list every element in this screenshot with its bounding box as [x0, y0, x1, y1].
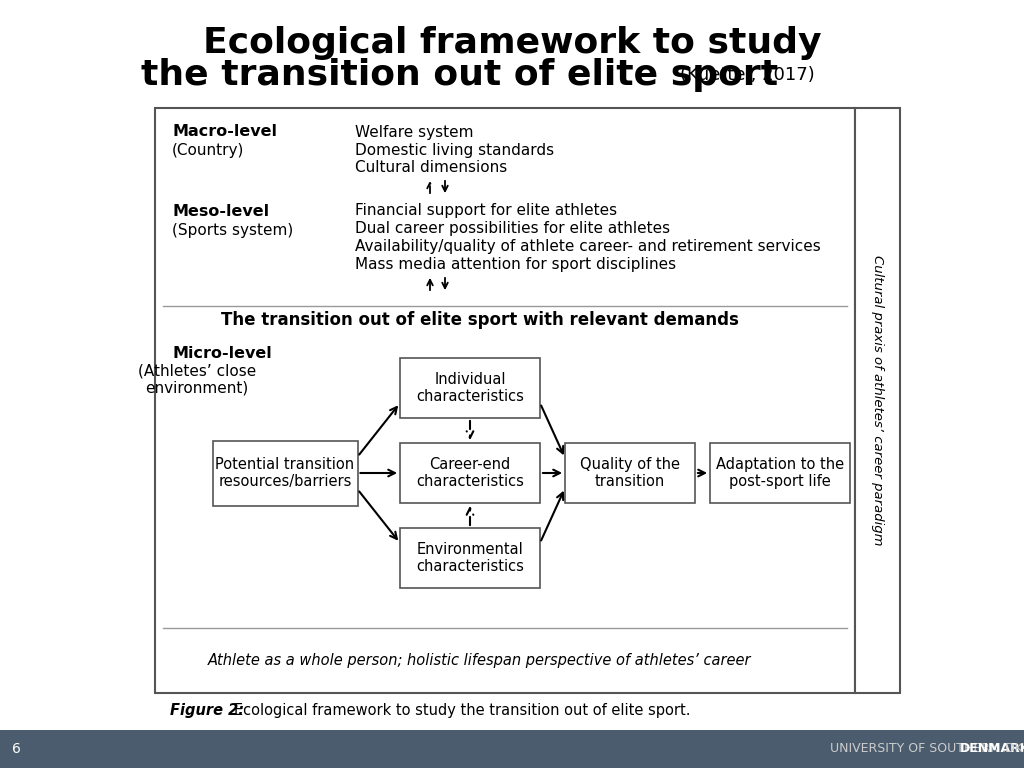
Text: Macro-level: Macro-level: [172, 124, 278, 140]
FancyBboxPatch shape: [400, 528, 540, 588]
FancyBboxPatch shape: [565, 443, 695, 503]
FancyBboxPatch shape: [400, 443, 540, 503]
Text: DENMARK: DENMARK: [961, 743, 1024, 756]
Text: Individual
characteristics: Individual characteristics: [416, 372, 524, 404]
FancyBboxPatch shape: [400, 358, 540, 418]
FancyBboxPatch shape: [710, 443, 850, 503]
Text: Dual career possibilities for elite athletes: Dual career possibilities for elite athl…: [355, 221, 670, 237]
Text: Mass media attention for sport disciplines: Mass media attention for sport disciplin…: [355, 257, 676, 273]
Bar: [0, 730, 1024, 768]
Text: Environmental
characteristics: Environmental characteristics: [416, 541, 524, 574]
Text: 6: 6: [12, 742, 20, 756]
Text: Availability/quality of athlete career- and retirement services: Availability/quality of athlete career- …: [355, 240, 821, 254]
Text: Meso-level: Meso-level: [172, 204, 269, 219]
Bar: [855, 108, 900, 693]
Text: Ecological framework to study: Ecological framework to study: [203, 26, 821, 60]
Text: Financial support for elite athletes: Financial support for elite athletes: [355, 204, 617, 219]
Text: Athlete as a whole person; holistic lifespan perspective of athletes’ career: Athlete as a whole person; holistic life…: [208, 653, 752, 667]
Text: Cultural praxis of athletes’ career paradigm: Cultural praxis of athletes’ career para…: [871, 255, 884, 546]
Bar: [155, 108, 855, 693]
Text: The transition out of elite sport with relevant demands: The transition out of elite sport with r…: [221, 311, 739, 329]
Text: Potential transition
resources/barriers: Potential transition resources/barriers: [215, 457, 354, 489]
Text: Career-end
characteristics: Career-end characteristics: [416, 457, 524, 489]
Text: Ecological framework to study the transition out of elite sport.: Ecological framework to study the transi…: [234, 703, 690, 719]
Text: Domestic living standards: Domestic living standards: [355, 143, 554, 157]
Text: (Country): (Country): [172, 144, 245, 158]
Text: Micro-level: Micro-level: [172, 346, 271, 360]
Text: (Kuettel, 2017): (Kuettel, 2017): [680, 66, 815, 84]
Text: Cultural dimensions: Cultural dimensions: [355, 161, 507, 176]
Text: .DK: .DK: [1002, 743, 1024, 756]
Text: Figure 2:: Figure 2:: [170, 703, 244, 719]
FancyBboxPatch shape: [213, 441, 357, 505]
Text: environment): environment): [145, 380, 249, 396]
Text: Adaptation to the
post-sport life: Adaptation to the post-sport life: [716, 457, 844, 489]
Text: (Athletes’ close: (Athletes’ close: [138, 363, 256, 379]
Text: (Sports system): (Sports system): [172, 223, 293, 237]
Text: the transition out of elite sport: the transition out of elite sport: [141, 58, 778, 92]
Text: UNIVERSITY OF SOUTHERN: UNIVERSITY OF SOUTHERN: [830, 743, 1004, 756]
Text: Welfare system: Welfare system: [355, 124, 473, 140]
Text: Quality of the
transition: Quality of the transition: [580, 457, 680, 489]
